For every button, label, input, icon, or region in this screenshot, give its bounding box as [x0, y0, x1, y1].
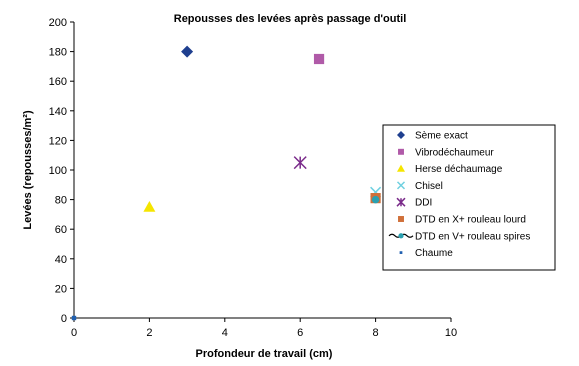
legend-label: DTD en V+ rouleau spires [415, 231, 530, 242]
legend-marker [398, 216, 404, 222]
x-tick-label: 6 [297, 327, 303, 339]
data-point [293, 156, 307, 170]
y-tick-label: 60 [55, 224, 67, 236]
y-tick-label: 120 [49, 135, 67, 147]
data-point [143, 201, 156, 212]
axes: 0 20 40 60 80 100 120 140 160 180 200 0 2 4 6 8 10 [49, 17, 457, 339]
legend-marker [398, 148, 404, 155]
y-tick-label: 40 [55, 254, 67, 266]
data-marks [71, 45, 382, 321]
legend-label: Chisel [415, 181, 443, 192]
data-point [371, 195, 380, 204]
x-tick-label: 0 [71, 327, 77, 339]
legend-label: DTD en X+ rouleau lourd [415, 215, 526, 226]
y-axis-title: Levées (repousses/m²) [22, 110, 34, 230]
y-tick-label: 200 [49, 17, 67, 29]
y-tick-label: 80 [55, 195, 67, 207]
legend-marker [399, 251, 403, 254]
legend-marker [396, 197, 406, 207]
legend-marker [396, 181, 406, 190]
legend-marker [397, 164, 405, 172]
y-tick-label: 20 [55, 283, 67, 295]
legend-label: Herse déchaumage [415, 164, 503, 175]
legend-marker [398, 233, 404, 239]
x-tick-label: 2 [146, 327, 152, 339]
legend-label: Chaume [415, 248, 453, 259]
x-tick-label: 8 [373, 327, 379, 339]
data-point [313, 53, 325, 65]
chart-title: Repousses des levées après passage d'out… [174, 13, 407, 25]
legend-box [382, 124, 556, 271]
data-point [181, 45, 194, 58]
y-tick-label: 180 [49, 47, 67, 59]
legend: Sème exact Vibrodéchaumeur Herse déchaumag… [382, 124, 556, 271]
legend-marker [397, 131, 405, 139]
legend-label: DDI [415, 198, 432, 209]
y-tick-label: 160 [49, 76, 67, 88]
y-tick-label: 100 [49, 165, 67, 177]
x-tick-label: 4 [222, 327, 228, 339]
data-point [71, 315, 77, 321]
x-axis-title: Profondeur de travail (cm) [196, 348, 333, 360]
legend-label: Vibrodéchaumeur [415, 147, 494, 158]
legend-label: Sème exact [415, 131, 468, 142]
y-tick-label: 140 [49, 106, 67, 118]
y-tick-label: 0 [61, 313, 67, 325]
x-tick-label: 10 [445, 327, 457, 339]
